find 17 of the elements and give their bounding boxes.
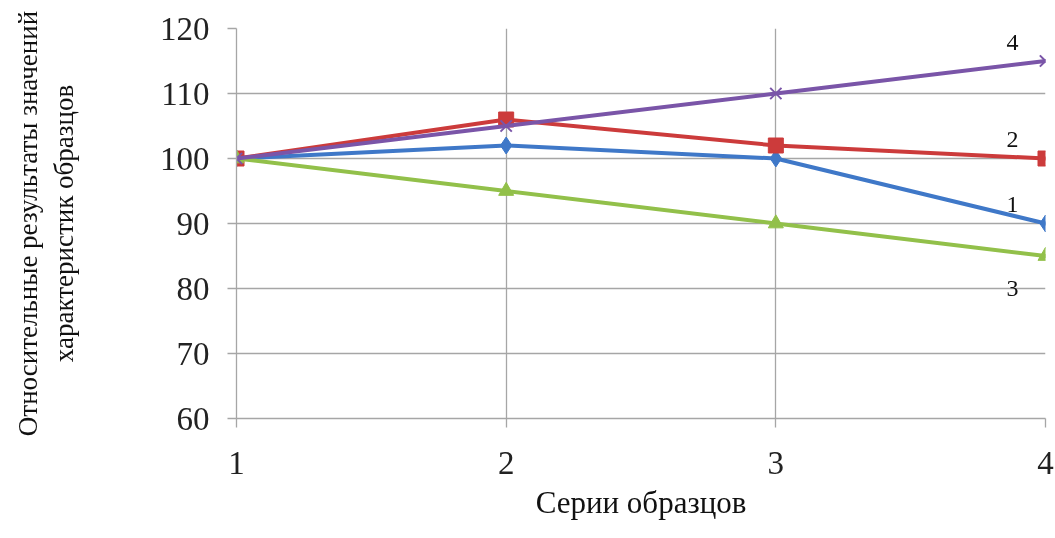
series-label: 2 (1006, 126, 1019, 152)
series-label: 4 (1006, 28, 1019, 55)
y-tick-label: 60 (176, 400, 210, 437)
y-axis-title: Относительные результаты значений характеристик образцов (13, 10, 79, 437)
y-tick-label: 110 (161, 75, 210, 112)
x-tick-label: 3 (767, 444, 785, 481)
y-tick-label: 90 (176, 205, 210, 242)
x-axis-title: Серии образцов (535, 484, 747, 520)
y-tick-label: 100 (160, 140, 210, 177)
series-label: 3 (1006, 274, 1019, 301)
x-tick-label: 1 (228, 444, 245, 481)
series-label: 1 (1006, 191, 1019, 217)
x-tick-label: 4 (1037, 444, 1054, 481)
y-tick-label: 70 (176, 335, 210, 372)
y-tick-label: 120 (160, 10, 210, 47)
y-tick-label: 80 (176, 270, 210, 307)
x-tick-label: 2 (497, 444, 515, 481)
